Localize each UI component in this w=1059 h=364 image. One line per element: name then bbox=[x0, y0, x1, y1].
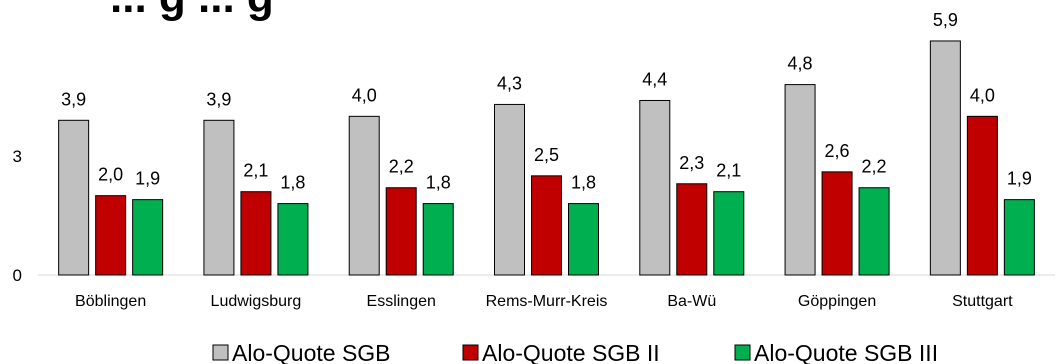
bar bbox=[95, 195, 127, 276]
data-label: 4,0 bbox=[970, 85, 995, 105]
data-label: 2,5 bbox=[534, 145, 559, 165]
data-label: 2,1 bbox=[716, 161, 741, 181]
data-label: 1,9 bbox=[1007, 169, 1032, 189]
legend-swatch bbox=[734, 344, 751, 361]
data-label: 4,8 bbox=[788, 54, 813, 74]
bar bbox=[568, 203, 599, 276]
x-tick-label: Ludwigsburg bbox=[211, 293, 302, 310]
plot-area: 0 3 3,9 2,0 1,9 Böblingen 3,9 2,1 1,8 Ludwigsburg… bbox=[13, 10, 1055, 310]
bar bbox=[1003, 199, 1035, 276]
bar bbox=[277, 203, 309, 276]
bar bbox=[929, 40, 961, 276]
bar bbox=[966, 115, 998, 276]
y-tick-label: 3 bbox=[13, 147, 22, 166]
bar bbox=[240, 191, 272, 276]
x-tick-label: Stuttgart bbox=[952, 293, 1013, 310]
bar bbox=[784, 84, 816, 276]
data-label: 1,8 bbox=[280, 173, 305, 193]
legend-swatch bbox=[462, 344, 479, 361]
bar bbox=[422, 203, 454, 276]
data-label: 2,2 bbox=[862, 157, 887, 177]
bar bbox=[132, 199, 164, 276]
x-tick-label: Böblingen bbox=[75, 293, 146, 310]
data-label: 3,9 bbox=[206, 89, 231, 109]
data-label: 5,9 bbox=[933, 10, 958, 30]
y-tick-label: 0 bbox=[13, 266, 22, 285]
x-tick-label: Göppingen bbox=[798, 293, 876, 310]
bar bbox=[348, 115, 380, 276]
bar bbox=[713, 191, 745, 276]
data-label: 2,0 bbox=[98, 165, 123, 185]
x-tick-label: Ba-Wü bbox=[667, 293, 716, 310]
data-label: 4,0 bbox=[352, 85, 377, 105]
bar bbox=[821, 171, 853, 276]
bar bbox=[58, 119, 90, 276]
bar bbox=[531, 175, 562, 276]
legend-label: Alo-Quote SGB III bbox=[754, 340, 938, 364]
data-label: 1,8 bbox=[426, 173, 451, 193]
bar bbox=[385, 187, 417, 276]
bar bbox=[858, 187, 890, 276]
chart-title: ... g ... g bbox=[110, 0, 274, 22]
data-label: 1,9 bbox=[135, 169, 160, 189]
data-label: 4,3 bbox=[497, 73, 522, 93]
bar bbox=[676, 183, 708, 276]
data-label: 2,6 bbox=[825, 141, 850, 161]
bar bbox=[639, 99, 671, 276]
data-label: 4,4 bbox=[642, 69, 667, 89]
data-label: 2,1 bbox=[243, 161, 268, 181]
data-label: 3,9 bbox=[61, 89, 86, 109]
data-label: 2,3 bbox=[679, 153, 704, 173]
legend-label: Alo-Quote SGB II bbox=[482, 340, 660, 364]
bar bbox=[494, 103, 525, 276]
x-tick-label: Esslingen bbox=[367, 293, 436, 310]
legend: Alo-Quote SGB Alo-Quote SGB II Alo-Quote S… bbox=[212, 340, 938, 364]
data-label: 1,8 bbox=[571, 173, 596, 193]
bar bbox=[203, 119, 235, 276]
x-tick-label: Rems-Murr-Kreis bbox=[486, 293, 608, 310]
legend-label: Alo-Quote SGB bbox=[232, 340, 391, 364]
legend-swatch bbox=[212, 344, 229, 361]
data-label: 2,2 bbox=[389, 157, 414, 177]
